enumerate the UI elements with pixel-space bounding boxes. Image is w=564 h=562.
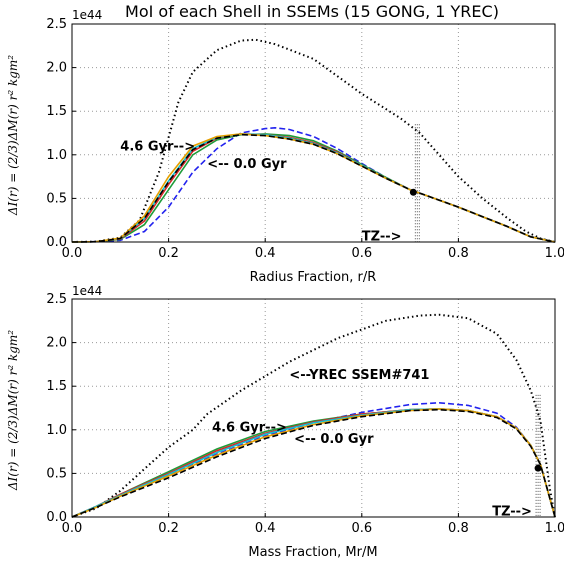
annotation: 4.6 Gyr--> — [212, 421, 287, 436]
y-tick-label: 0.5 — [46, 466, 67, 481]
y-tick-label: 1.5 — [46, 379, 67, 394]
x-tick-label: 1.0 — [545, 521, 564, 536]
bottom-panel: 1e44 Mass Fraction, Mr/M ΔI(r) = (2/3)ΔM… — [6, 284, 564, 560]
y-tick-label: 1.5 — [46, 104, 67, 119]
annotation: <--YREC SSEM#741 — [289, 368, 429, 383]
annotation: <-- 0.0 Gyr — [294, 432, 374, 447]
x-tick-label: 0.4 — [255, 246, 276, 261]
top-y-axis-label: ΔI(r) = (2/3)ΔM(r) r² kgm² — [6, 55, 20, 216]
bottom-x-axis-label: Mass Fraction, Mr/M — [248, 545, 377, 560]
series-line-1 — [72, 403, 555, 517]
x-tick-label: 0.6 — [351, 246, 372, 261]
x-tick-label: 0.2 — [158, 246, 179, 261]
y-tick-label: 2.5 — [46, 17, 67, 32]
y-tick-label: 1.0 — [46, 148, 67, 163]
series-line-5 — [72, 409, 555, 517]
tz-point-marker — [535, 465, 542, 472]
y-tick-label: 2.5 — [46, 292, 67, 307]
y-tick-label: 0.0 — [46, 510, 67, 525]
top-x-axis-label: Radius Fraction, r/R — [250, 270, 377, 285]
y-tick-label: 0.5 — [46, 191, 67, 206]
x-tick-label: 0.8 — [448, 246, 469, 261]
top-panel: 1e44 Radius Fraction, r/R ΔI(r) = (2/3)Δ… — [6, 8, 564, 285]
annotation: <-- 0.0 Gyr — [207, 157, 287, 172]
series-line-6 — [72, 410, 555, 517]
x-tick-label: 0.2 — [158, 521, 179, 536]
x-tick-label: 0.8 — [448, 521, 469, 536]
x-tick-label: 0.4 — [255, 521, 276, 536]
y-tick-label: 1.0 — [46, 423, 67, 438]
chart-title: MoI of each Shell in SSEMs (15 GONG, 1 Y… — [125, 2, 499, 21]
y-tick-label: 0.0 — [46, 235, 67, 250]
y-tick-label: 2.0 — [46, 61, 67, 76]
annotation: 4.6 Gyr--> — [120, 139, 195, 154]
y-tick-label: 2.0 — [46, 336, 67, 351]
bottom-y-axis-label: ΔI(r) = (2/3)ΔM(r) r² kgm² — [6, 330, 20, 491]
tz-point-marker — [410, 189, 417, 196]
top-multiplier: 1e44 — [72, 8, 102, 22]
x-tick-label: 0.6 — [351, 521, 372, 536]
bottom-multiplier: 1e44 — [72, 284, 102, 298]
x-tick-label: 1.0 — [545, 246, 564, 261]
